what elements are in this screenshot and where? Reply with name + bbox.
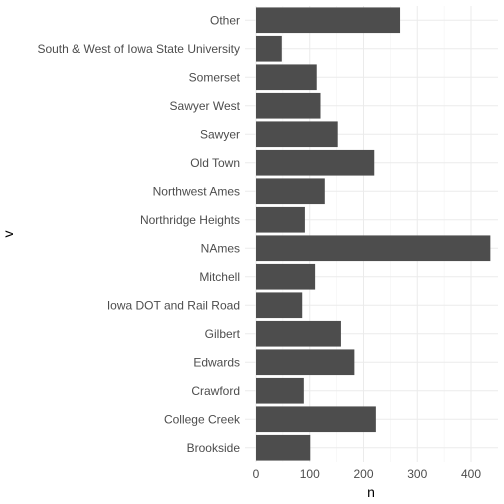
bar xyxy=(256,149,375,176)
y-tick-label: Mitchell xyxy=(199,270,240,284)
bar xyxy=(256,35,282,62)
y-tick-label: Edwards xyxy=(193,355,240,369)
bar xyxy=(256,434,311,461)
x-axis-title: n xyxy=(367,484,375,500)
bars xyxy=(256,7,491,461)
y-tick-label: Sawyer West xyxy=(170,99,241,113)
bar xyxy=(256,206,305,233)
y-tick-label: Crawford xyxy=(191,384,240,398)
bar xyxy=(256,121,338,148)
bar xyxy=(256,263,316,290)
y-tick-label: Northridge Heights xyxy=(140,213,240,227)
x-tick-label: 0 xyxy=(253,467,260,481)
bar xyxy=(256,64,317,91)
bar xyxy=(256,178,325,205)
y-tick-label: South & West of Iowa State University xyxy=(37,42,240,56)
y-axis-title: v xyxy=(0,231,16,238)
x-tick-label: 400 xyxy=(461,467,481,481)
bar xyxy=(256,235,491,262)
x-tick-labels: 0 100 200 300 400 xyxy=(253,467,482,481)
bar xyxy=(256,7,401,34)
bar xyxy=(256,377,304,404)
bar xyxy=(256,320,341,347)
y-tick-label: Old Town xyxy=(190,156,240,170)
y-tick-labels: Other South & West of Iowa State Universi… xyxy=(37,13,241,455)
bar xyxy=(256,349,355,376)
y-tick-label: College Creek xyxy=(164,412,241,426)
y-tick-label: NAmes xyxy=(201,241,240,255)
x-tick-label: 100 xyxy=(300,467,320,481)
x-tick-label: 200 xyxy=(353,467,373,481)
y-tick-label: Other xyxy=(210,13,240,27)
bar xyxy=(256,406,376,433)
x-tick-label: 300 xyxy=(407,467,427,481)
bar xyxy=(256,292,303,319)
y-tick-label: Iowa DOT and Rail Road xyxy=(107,298,240,312)
y-tick-label: Somerset xyxy=(189,70,241,84)
y-tick-label: Northwest Ames xyxy=(153,184,240,198)
y-tick-label: Sawyer xyxy=(200,127,240,141)
bar xyxy=(256,92,321,119)
y-tick-label: Gilbert xyxy=(205,327,241,341)
y-tick-label: Brookside xyxy=(187,441,241,455)
